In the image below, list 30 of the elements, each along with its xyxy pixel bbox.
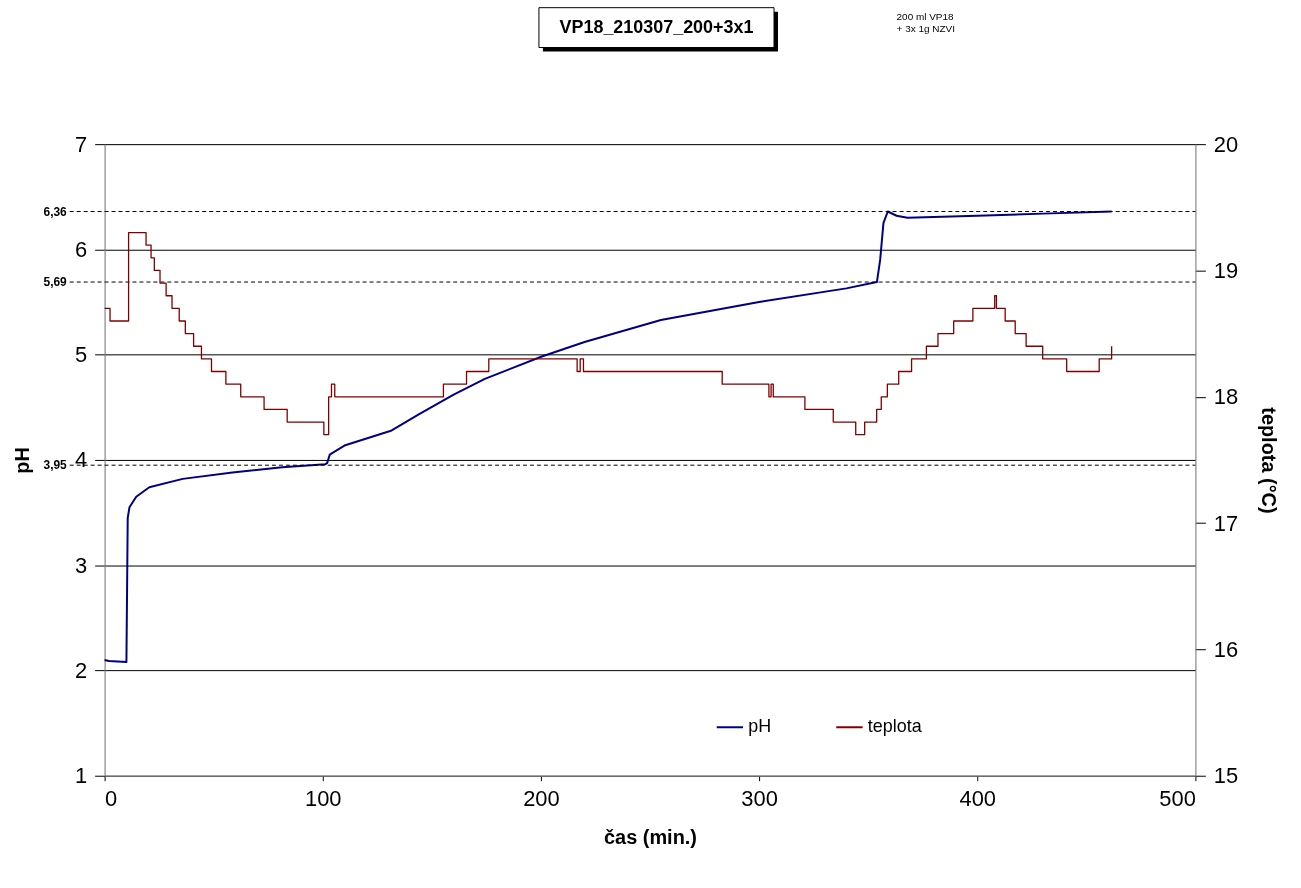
legend-label: pH [748, 716, 772, 737]
y2-tick-label: 16 [1213, 636, 1239, 662]
x-tick-label: 200 [523, 786, 560, 812]
ref-line-label: 3,95 [43, 458, 68, 473]
legend-label: teplota [867, 716, 922, 737]
y2-tick-label: 20 [1213, 131, 1239, 157]
y-tick-label: 6 [74, 236, 88, 262]
x-tick-label: 500 [1159, 786, 1196, 812]
x-tick-label: 100 [304, 786, 342, 812]
y2-tick-label: 17 [1213, 510, 1239, 536]
y-tick-label: 1 [74, 763, 88, 789]
x-tick-label: 400 [959, 786, 997, 812]
y-tick-label: 7 [74, 131, 88, 157]
line-series [103, 210, 1113, 664]
x-axis-title: čas (min.) [604, 825, 697, 848]
y-tick-label: 3 [74, 552, 88, 578]
y-axis-title: pH [11, 447, 34, 474]
x-tick-label: 300 [741, 786, 778, 812]
y2-tick-label: 19 [1213, 257, 1239, 283]
chart-subtitle: 200 ml VP18 + 3x 1g NZVI [896, 10, 955, 34]
ref-line-label: 6,36 [43, 204, 68, 219]
y2-axis-title: teplota (°C) [1258, 407, 1281, 514]
y-tick-label: 5 [74, 342, 88, 368]
y2-tick-label: 15 [1213, 763, 1239, 789]
ref-line-label: 5,69 [43, 275, 68, 290]
chart-title: VP18_210307_200+3x1 [559, 16, 754, 37]
y-tick-label: 4 [74, 447, 88, 473]
y-tick-label: 2 [74, 657, 88, 683]
y2-tick-label: 18 [1213, 384, 1239, 410]
x-tick-label: 0 [105, 786, 118, 812]
